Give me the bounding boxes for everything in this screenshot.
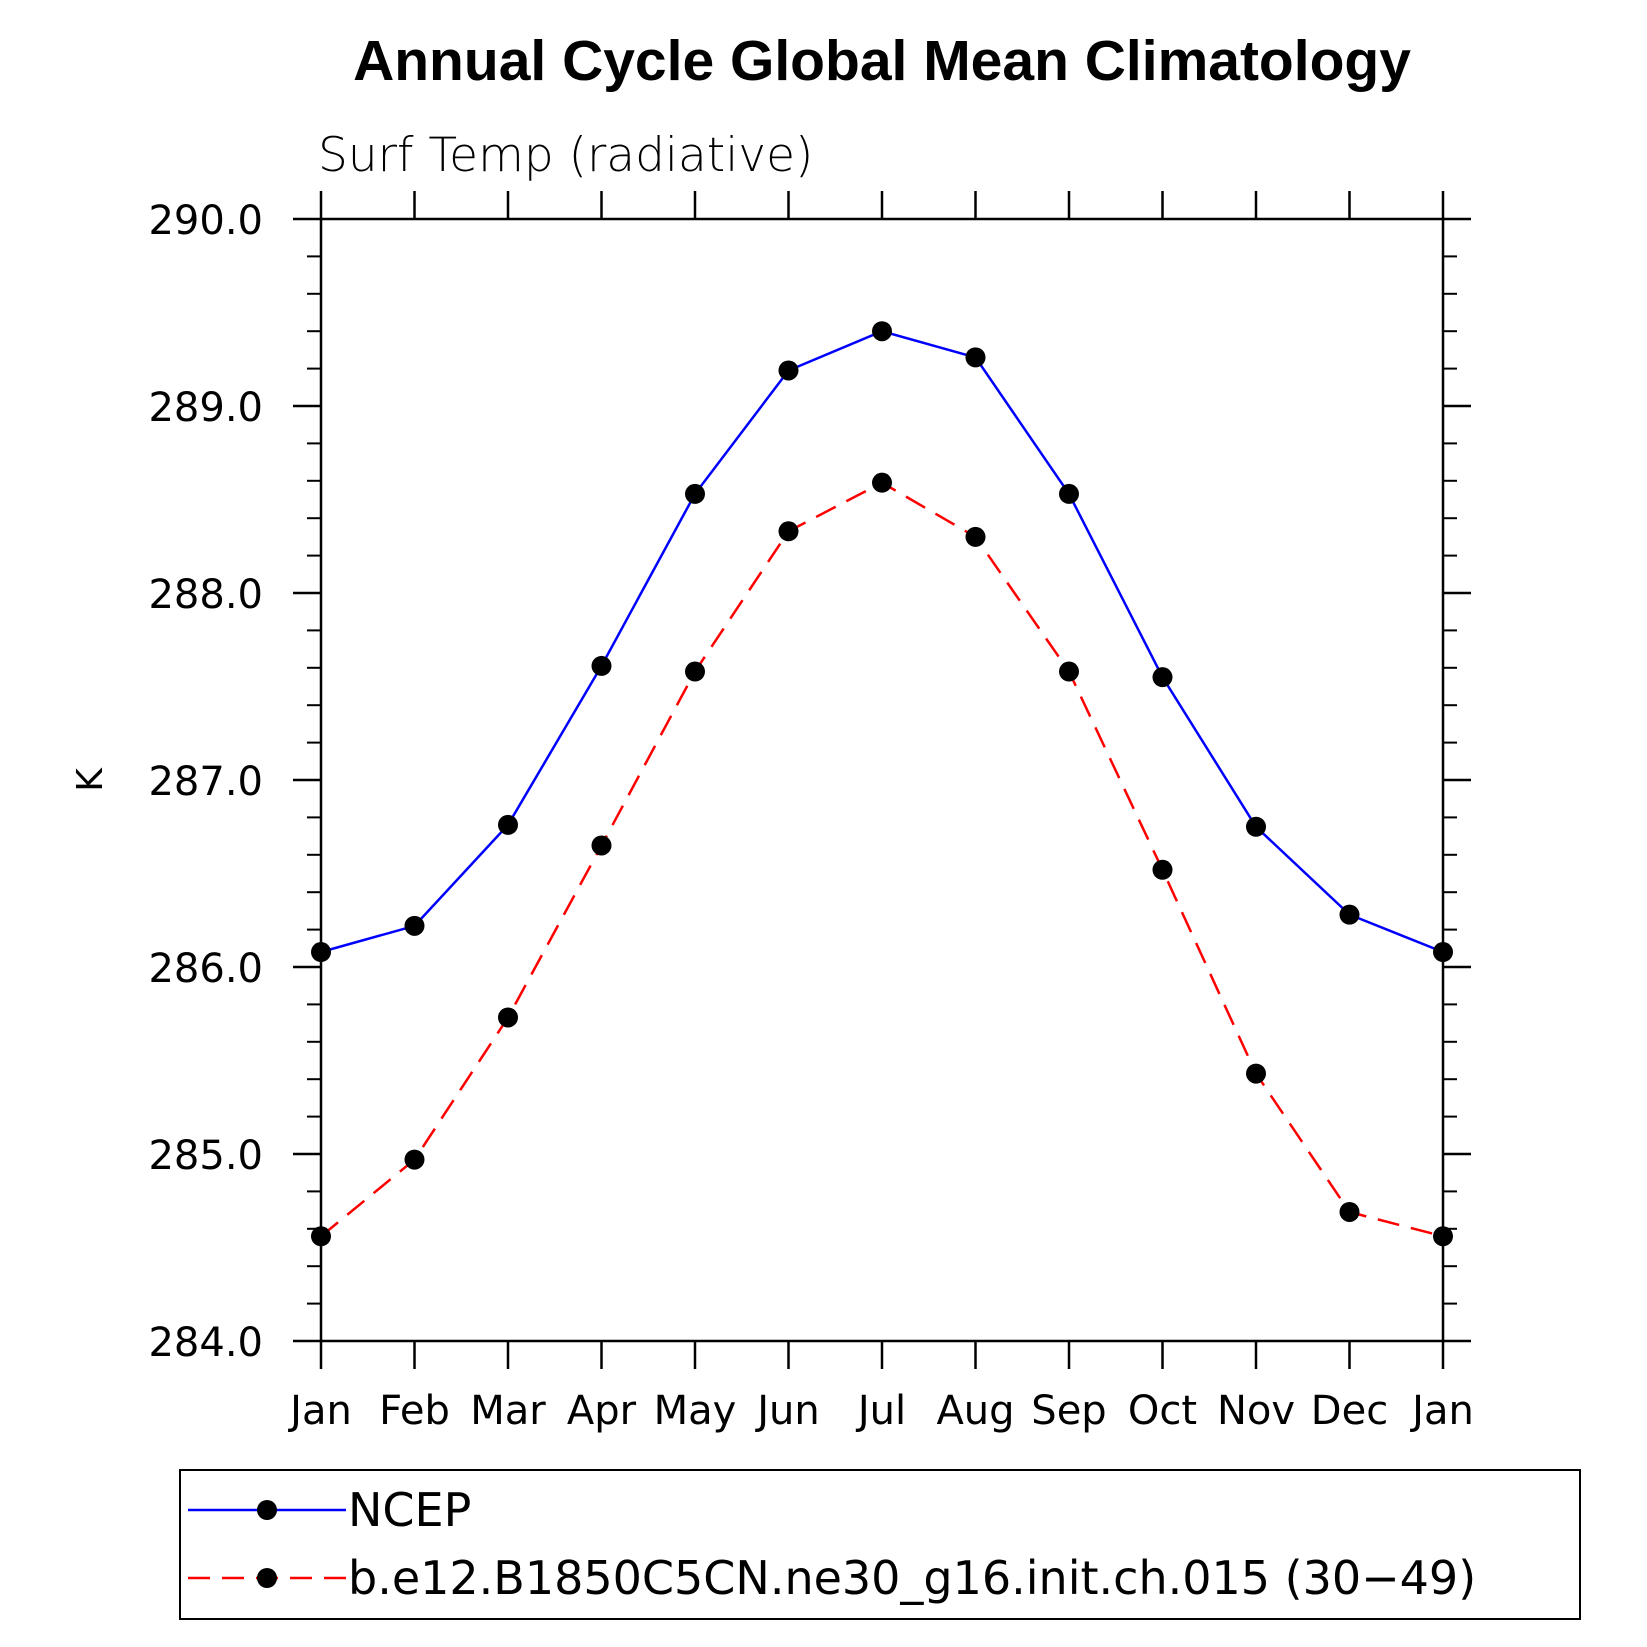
- data-point: [1433, 942, 1453, 963]
- y-tick-label: 290.0: [148, 198, 263, 244]
- data-point: [591, 655, 612, 676]
- data-point: [965, 526, 986, 547]
- data-point: [1246, 1063, 1266, 1084]
- x-tick-label: Jan: [287, 1388, 352, 1434]
- y-tick-label: 286.0: [148, 946, 263, 992]
- x-tick-label: Jan: [1409, 1388, 1474, 1434]
- x-tick-label: Jun: [754, 1388, 820, 1434]
- data-point: [872, 472, 892, 493]
- x-tick-label: Jul: [855, 1388, 906, 1434]
- x-tick-label: Aug: [936, 1388, 1014, 1434]
- series-lines: [320, 329, 1444, 1238]
- legend-box: [179, 1469, 1581, 1620]
- data-point: [1152, 859, 1173, 880]
- data-point: [1246, 816, 1266, 837]
- legend-marker: [257, 1568, 277, 1588]
- y-tick-label: 288.0: [148, 572, 263, 618]
- data-point: [1059, 483, 1079, 504]
- data-point: [311, 942, 331, 963]
- legend-label: NCEP: [348, 1483, 471, 1537]
- x-tick-label: Dec: [1311, 1388, 1388, 1434]
- data-point: [685, 483, 705, 504]
- x-tick-label: Oct: [1128, 1388, 1197, 1434]
- y-tick-label: 285.0: [148, 1133, 263, 1179]
- series-line-1: [320, 481, 1444, 1238]
- y-axis-label: K: [70, 767, 111, 792]
- legend-entries: NCEP b.e12.B1850C5CN.ne30_g16.init.ch.015…: [188, 1483, 1476, 1605]
- data-point: [591, 835, 612, 856]
- x-tick-label: Mar: [470, 1388, 546, 1434]
- legend: NCEP b.e12.B1850C5CN.ne30_g16.init.ch.015…: [179, 1469, 1581, 1620]
- plot-border: [319, 217, 1445, 1343]
- data-point: [498, 814, 518, 835]
- data-point: [1059, 661, 1079, 682]
- series-points: [311, 321, 1453, 1247]
- chart-subtitle: Surf Temp (radiative): [318, 128, 813, 183]
- y-tick-label: 284.0: [148, 1320, 263, 1366]
- data-point: [404, 915, 425, 936]
- data-point: [1152, 667, 1173, 688]
- data-point: [311, 1226, 331, 1247]
- legend-label: b.e12.B1850C5CN.ne30_g16.init.ch.015 (30…: [348, 1551, 1476, 1605]
- x-tick-label: May: [654, 1388, 737, 1434]
- plot-frame: [319, 217, 1445, 1343]
- data-point: [1339, 904, 1360, 925]
- data-point: [498, 1007, 518, 1028]
- data-point: [1433, 1226, 1453, 1247]
- y-tick-label: 287.0: [148, 759, 263, 805]
- x-tick-label: Nov: [1217, 1388, 1295, 1434]
- tick-labels: Jan Feb Mar Apr May Jun Jul Aug Sep Oct Nov Dec Jan 2…: [148, 198, 1473, 1434]
- data-point: [685, 661, 705, 682]
- axis-ticks: [293, 191, 1471, 1369]
- x-tick-label: Apr: [567, 1388, 637, 1434]
- data-point: [872, 321, 892, 342]
- data-point: [404, 1149, 425, 1170]
- data-point: [965, 347, 986, 368]
- legend-marker: [257, 1500, 277, 1520]
- data-point: [1339, 1201, 1360, 1222]
- series-line-0: [320, 329, 1444, 954]
- chart-title: Annual Cycle Global Mean Climatology: [353, 29, 1411, 93]
- x-tick-label: Sep: [1031, 1388, 1106, 1434]
- data-point: [778, 521, 799, 542]
- data-point: [778, 360, 799, 381]
- y-tick-label: 289.0: [148, 385, 263, 431]
- x-tick-label: Feb: [379, 1388, 450, 1434]
